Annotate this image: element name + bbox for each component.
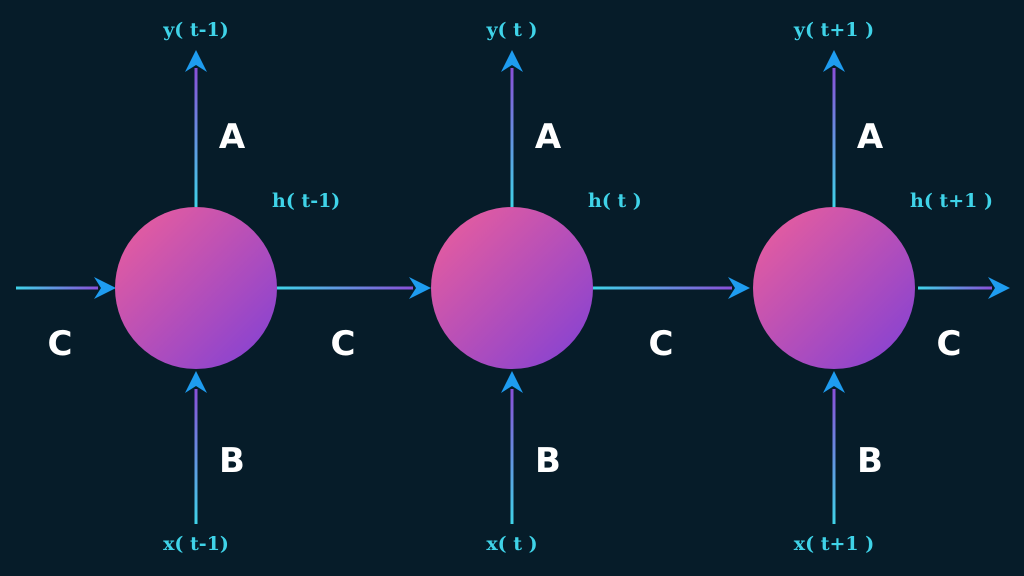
output-label-2: y( t ) — [485, 19, 537, 41]
output-arrow-3-head — [823, 50, 845, 72]
input-arrow-1-head — [185, 371, 207, 393]
weight-a-label-1: A — [219, 117, 246, 157]
output-arrow-3-line — [832, 68, 836, 207]
recurrent-arrow-1-2 — [277, 277, 431, 299]
weight-a-label-2: A — [535, 117, 562, 157]
input-label-3: x( t+1 ) — [794, 533, 874, 555]
hidden-label-3: h( t+1 ) — [910, 190, 993, 212]
weight-c-label-3: C — [649, 324, 674, 364]
recurrent-arrow-1-2-line — [277, 286, 413, 290]
input-arrow-2 — [501, 371, 523, 524]
output-arrow-1-head — [185, 50, 207, 72]
weight-c-label-1: C — [48, 324, 73, 364]
weight-b-label-3: B — [857, 441, 883, 481]
input-arrow-1-line — [194, 389, 198, 524]
output-arrow-2 — [501, 50, 523, 207]
output-arrow-3 — [823, 50, 845, 207]
input-arrow-3-head — [823, 371, 845, 393]
hidden-node-3 — [753, 207, 915, 369]
output-label-3: y( t+1 ) — [793, 19, 874, 41]
input-arrow-2-head — [501, 371, 523, 393]
hidden-node-2 — [431, 207, 593, 369]
labels-layer: y( t-1) h( t-1) x( t-1) A By( t ) h( t ) x( t … — [48, 19, 993, 555]
input-label-2: x( t ) — [486, 533, 537, 555]
input-label-1: x( t-1) — [163, 533, 229, 555]
weight-a-label-3: A — [857, 117, 884, 157]
output-arrow-1-line — [194, 68, 198, 207]
recurrent-arrow-2-3 — [593, 277, 750, 299]
recurrent-arrow-out-line — [918, 286, 992, 290]
output-arrow-2-head — [501, 50, 523, 72]
hidden-node-1 — [115, 207, 277, 369]
recurrent-arrow-out — [918, 277, 1010, 299]
hidden-label-2: h( t ) — [588, 190, 642, 212]
input-arrow-1 — [185, 371, 207, 524]
recurrent-arrow-2-3-line — [593, 286, 732, 290]
recurrent-arrow-out-head — [988, 277, 1010, 299]
input-arrow-3 — [823, 371, 845, 524]
output-label-1: y( t-1) — [162, 19, 229, 41]
recurrent-arrow-in — [16, 277, 116, 299]
recurrent-arrow-2-3-head — [728, 277, 750, 299]
weight-c-label-4: C — [937, 324, 962, 364]
nodes-layer — [115, 207, 915, 369]
hidden-label-1: h( t-1) — [272, 190, 340, 212]
weight-b-label-1: B — [219, 441, 245, 481]
weight-c-label-2: C — [331, 324, 356, 364]
output-arrow-1 — [185, 50, 207, 207]
edges-layer — [16, 50, 1010, 524]
output-arrow-2-line — [510, 68, 514, 207]
input-arrow-2-line — [510, 389, 514, 524]
input-arrow-3-line — [832, 389, 836, 524]
recurrent-arrow-in-head — [94, 277, 116, 299]
recurrent-arrow-in-line — [16, 286, 98, 290]
recurrent-arrow-1-2-head — [409, 277, 431, 299]
weight-b-label-2: B — [535, 441, 561, 481]
